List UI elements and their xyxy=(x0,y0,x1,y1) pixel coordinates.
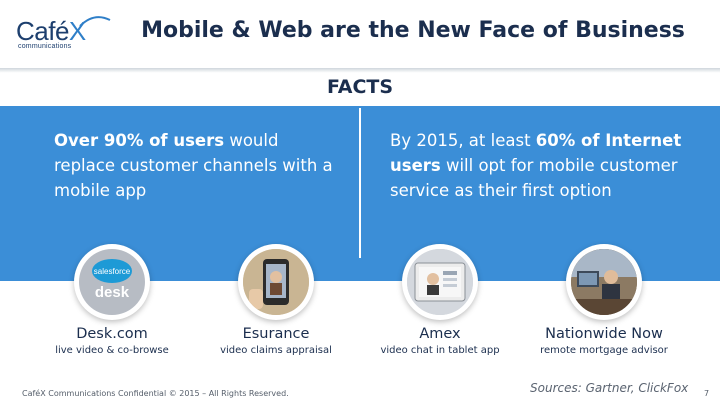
logo-swoosh-icon xyxy=(79,16,111,27)
advisor-desk-photo xyxy=(571,249,637,315)
page-number: 7 xyxy=(704,389,710,398)
logo-tagline: communications xyxy=(18,43,72,50)
tablet-video-photo xyxy=(407,249,473,315)
footer-confidential: CaféX Communications Confidential © 2015… xyxy=(22,389,289,398)
case-esurance: Esurance video claims appraisal xyxy=(186,244,366,356)
svg-text:desk: desk xyxy=(95,284,130,301)
facts-divider xyxy=(359,108,361,258)
case-amex: Amex video chat in tablet app xyxy=(350,244,530,356)
case-description: video chat in tablet app xyxy=(380,345,500,356)
case-nationwide: Nationwide Now remote mortgage advisor xyxy=(514,244,694,356)
case-desk: salesforce desk Desk.com live video & co… xyxy=(22,244,202,356)
logo-wordmark: CaféX xyxy=(16,16,86,46)
fact-right: By 2015, at least 60% of Internet users … xyxy=(390,131,682,200)
case-name: Amex xyxy=(419,326,461,342)
slide-title: Mobile & Web are the New Face of Busines… xyxy=(141,18,685,43)
case-name: Desk.com xyxy=(76,326,148,342)
desk-logo-icon: salesforce desk xyxy=(79,249,145,315)
case-description: live video & co-browse xyxy=(55,345,169,356)
footer-sources: Sources: Gartner, ClickFox xyxy=(530,381,689,395)
slide-header: CaféX communications Mobile & Web are th… xyxy=(0,0,720,68)
case-name: Esurance xyxy=(242,326,310,342)
cafex-logo: CaféX communications xyxy=(16,16,111,58)
case-image-frame xyxy=(238,244,314,320)
svg-text:salesforce: salesforce xyxy=(94,267,131,276)
case-image-frame: salesforce desk xyxy=(74,244,150,320)
fact-left: Over 90% of users would replace customer… xyxy=(54,131,333,200)
facts-band xyxy=(0,68,720,108)
case-description: remote mortgage advisor xyxy=(540,345,668,356)
case-name: Nationwide Now xyxy=(545,326,663,342)
case-image-frame xyxy=(566,244,642,320)
phone-video-photo xyxy=(243,249,309,315)
case-description: video claims appraisal xyxy=(220,345,332,356)
section-heading: FACTS xyxy=(326,76,394,98)
case-image-frame xyxy=(402,244,478,320)
